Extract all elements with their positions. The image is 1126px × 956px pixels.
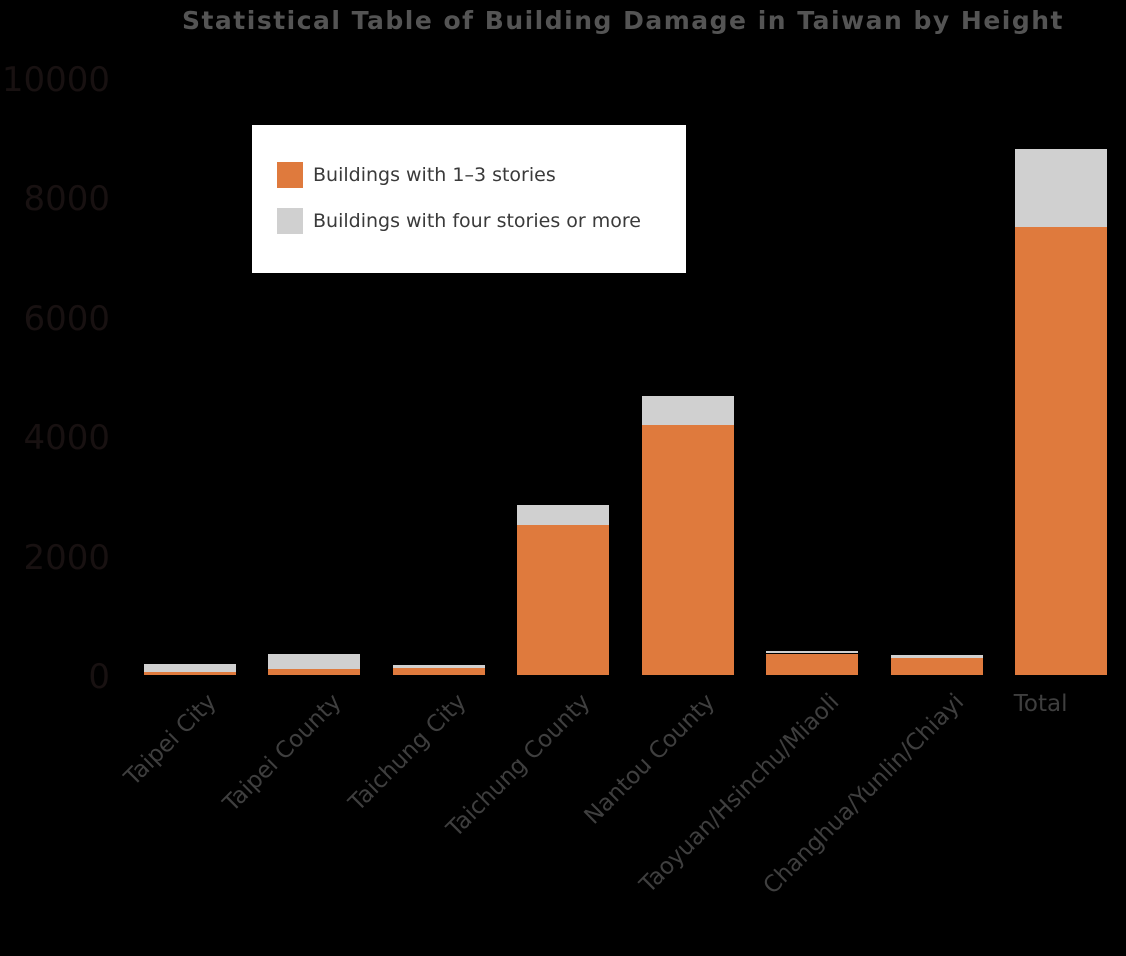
y-axis-tick-label: 10000 [1, 60, 110, 100]
bar-segment-4plus-stories [641, 395, 734, 425]
y-axis-tick-label: 6000 [23, 298, 110, 339]
bar-segment-4plus-stories [517, 505, 610, 525]
bar-segment-4plus-stories [392, 665, 485, 669]
x-axis-tick-label: Taipei County [218, 689, 347, 818]
bar-segment-1-3-stories [392, 668, 485, 675]
bar-segment-1-3-stories [890, 657, 983, 675]
x-axis-tick-label: Taoyuan/Hsinchu/Miaoli [635, 689, 845, 899]
legend-label: Buildings with four stories or more [313, 210, 641, 232]
y-axis-tick-label: 0 [88, 657, 110, 697]
legend-item: Buildings with 1–3 stories [277, 162, 686, 188]
legend-swatch-4plus-stories-icon [277, 208, 303, 234]
legend-swatch-1-3-stories-icon [277, 162, 303, 188]
bar-segment-4plus-stories [268, 653, 361, 670]
bar-segment-4plus-stories [1015, 148, 1108, 227]
x-axis-tick-label: Taipei City [119, 689, 222, 792]
bar-segment-1-3-stories [517, 524, 610, 675]
bar-segment-1-3-stories [268, 669, 361, 675]
bar-segment-1-3-stories [1015, 226, 1108, 675]
chart-title: Statistical Table of Building Damage in … [181, 6, 1065, 35]
bar-segment-1-3-stories [641, 424, 734, 675]
bar-segment-1-3-stories [143, 671, 236, 675]
x-axis-tick-label: Taichung City [343, 689, 472, 817]
y-axis-tick-label: 4000 [23, 418, 110, 459]
bar-segment-4plus-stories [143, 663, 236, 672]
legend-item: Buildings with four stories or more [277, 208, 686, 234]
x-axis-tick-label: Nantou County [579, 689, 721, 830]
y-axis-tick-label: 2000 [23, 537, 110, 578]
legend: Buildings with 1–3 stories Buildings wit… [252, 125, 686, 273]
bar-segment-1-3-stories [766, 653, 859, 675]
bar-segment-4plus-stories [890, 654, 983, 658]
legend-label: Buildings with 1–3 stories [313, 164, 556, 186]
x-axis-tick-label: Changhua/Yunlin/Chiayi [758, 689, 970, 900]
bar-segment-4plus-stories [766, 650, 859, 654]
x-axis-tick-label: Total [1013, 691, 1068, 717]
y-axis-tick-label: 8000 [23, 179, 110, 220]
